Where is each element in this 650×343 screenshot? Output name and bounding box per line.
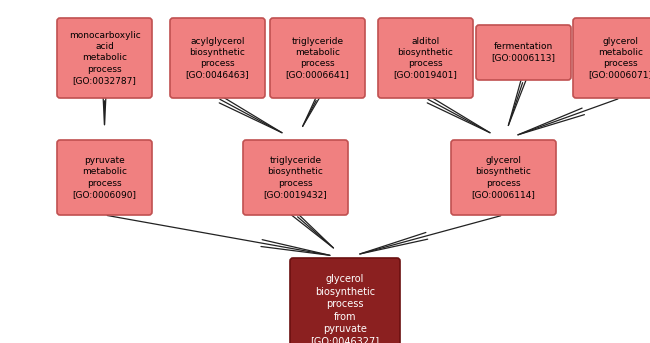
Text: acylglycerol
biosynthetic
process
[GO:0046463]: acylglycerol biosynthetic process [GO:00… bbox=[186, 37, 250, 79]
Text: glycerol
biosynthetic
process
[GO:0006114]: glycerol biosynthetic process [GO:000611… bbox=[471, 156, 536, 199]
Text: triglyceride
metabolic
process
[GO:0006641]: triglyceride metabolic process [GO:00066… bbox=[285, 37, 350, 79]
FancyBboxPatch shape bbox=[451, 140, 556, 215]
Text: fermentation
[GO:0006113]: fermentation [GO:0006113] bbox=[491, 43, 556, 62]
Text: monocarboxylic
acid
metabolic
process
[GO:0032787]: monocarboxylic acid metabolic process [G… bbox=[69, 31, 140, 85]
FancyBboxPatch shape bbox=[378, 18, 473, 98]
FancyBboxPatch shape bbox=[270, 18, 365, 98]
FancyBboxPatch shape bbox=[57, 18, 152, 98]
Text: glycerol
biosynthetic
process
from
pyruvate
[GO:0046327]: glycerol biosynthetic process from pyruv… bbox=[311, 274, 380, 343]
FancyBboxPatch shape bbox=[476, 25, 571, 80]
FancyBboxPatch shape bbox=[243, 140, 348, 215]
FancyBboxPatch shape bbox=[290, 258, 400, 343]
Text: alditol
biosynthetic
process
[GO:0019401]: alditol biosynthetic process [GO:0019401… bbox=[393, 37, 458, 79]
Text: pyruvate
metabolic
process
[GO:0006090]: pyruvate metabolic process [GO:0006090] bbox=[73, 156, 136, 199]
FancyBboxPatch shape bbox=[57, 140, 152, 215]
FancyBboxPatch shape bbox=[573, 18, 650, 98]
Text: glycerol
metabolic
process
[GO:0006071]: glycerol metabolic process [GO:0006071] bbox=[588, 37, 650, 79]
FancyBboxPatch shape bbox=[170, 18, 265, 98]
Text: triglyceride
biosynthetic
process
[GO:0019432]: triglyceride biosynthetic process [GO:00… bbox=[264, 156, 328, 199]
